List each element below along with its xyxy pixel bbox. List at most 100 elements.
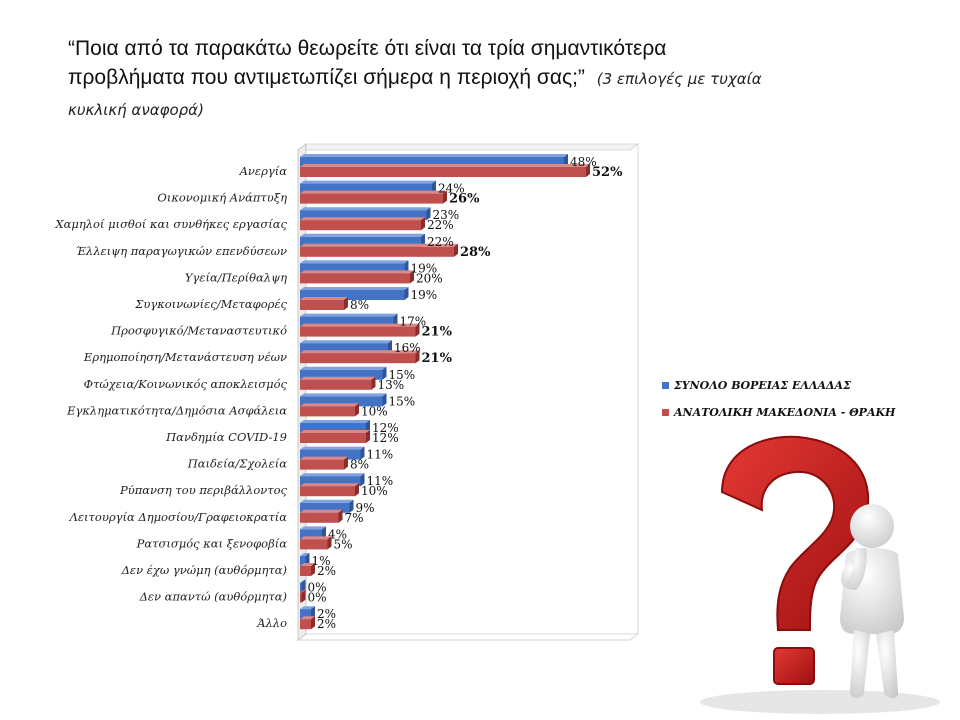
data-label-series-2: 8%: [350, 458, 369, 472]
bar-side-face: [393, 313, 398, 327]
bar-series-2: [300, 483, 359, 497]
bar-series-2: [300, 430, 370, 443]
data-label-series-1: 17%: [400, 315, 427, 329]
bar-series-1: [300, 393, 387, 407]
bar-side-face: [338, 509, 343, 523]
category-label: Οικονομική Ανάπτυξη: [157, 191, 287, 205]
bar-top-face: [300, 446, 365, 450]
bar-series-1: [300, 526, 326, 540]
bar-top-face: [300, 297, 348, 300]
bar-side-face: [410, 270, 414, 284]
bar-top-face: [300, 366, 387, 370]
bar-side-face: [426, 207, 431, 221]
data-label-series-2: 0%: [308, 591, 327, 605]
bar-side-face: [382, 366, 387, 380]
bar-top-face: [300, 207, 431, 211]
bar-side-face: [421, 233, 425, 247]
bar-side-face: [301, 589, 306, 603]
data-label-series-1: 9%: [356, 501, 375, 515]
bar-front-face: [300, 449, 361, 460]
bar-top-face: [300, 154, 568, 157]
bar-series-2: [300, 243, 458, 257]
category-label: Λειτουργία Δημοσίου/Γραφειοκρατία: [69, 510, 288, 524]
bar-series-2: [300, 509, 343, 523]
question-mark-person-illustration: [700, 435, 940, 714]
bar-front-face: [300, 316, 394, 327]
bar-side-face: [305, 553, 310, 566]
category-label: Υγεία/Περίθαλψη: [185, 270, 287, 284]
bar-series-1: [300, 207, 431, 221]
category-label: Άλλο: [256, 616, 287, 630]
bar-front-face: [300, 193, 443, 204]
bar-front-face: [300, 379, 372, 390]
bar-series-2: [300, 270, 414, 284]
bar-front-face: [300, 263, 405, 274]
bar-front-face: [300, 396, 383, 407]
data-label-series-1: 23%: [433, 208, 460, 222]
data-label-series-1: 11%: [367, 474, 394, 488]
bar-front-face: [300, 619, 311, 630]
category-label: Ρύπανση του περιβάλλοντος: [119, 483, 288, 497]
chart-title-block: “Ποια από τα παρακάτω θεωρείτε ότι είναι…: [68, 34, 768, 125]
data-label-series-1: 22%: [427, 235, 454, 249]
bar-side-face: [349, 499, 354, 513]
bar-series-2: [300, 297, 348, 310]
data-label-series-1: 15%: [389, 368, 416, 382]
bar-side-face: [311, 616, 315, 630]
bar-series-2: [300, 616, 315, 630]
data-label-series-2: 8%: [350, 298, 369, 312]
bar-front-face: [300, 582, 302, 593]
data-label-series-2: 13%: [378, 378, 405, 392]
bar-side-face: [366, 420, 370, 433]
data-label-series-2: 28%: [460, 245, 491, 260]
data-label-series-1: 48%: [570, 155, 597, 169]
bar-side-face: [360, 473, 365, 487]
bar-top-face: [300, 217, 425, 221]
bar-series-1: [300, 606, 315, 620]
bar-side-face: [344, 456, 348, 470]
person-head: [850, 504, 894, 548]
bar-side-face: [301, 579, 306, 593]
bar-front-face: [300, 592, 302, 603]
bar-front-face: [300, 556, 306, 566]
data-label-series-2: 5%: [334, 537, 353, 551]
bar-front-face: [300, 502, 350, 513]
bar-front-face: [300, 459, 344, 470]
bar-series-1: [300, 420, 370, 433]
bar-top-face: [300, 260, 409, 264]
bar-series-2: [300, 190, 447, 204]
bar-side-face: [371, 376, 376, 390]
bar-top-face: [300, 526, 326, 530]
bar-front-face: [300, 183, 432, 194]
legend-item-series-1: ΣΥΝΟΛΟ ΒΟΡΕΙΑΣ ΕΛΛΑΔΑΣ: [662, 372, 895, 399]
bar-front-face: [300, 566, 311, 576]
bar-front-face: [300, 300, 344, 310]
legend-item-series-2: ΑΝΑΤΟΛΙΚΗ ΜΑΚΕΔΟΝΙΑ - ΘΡΑΚΗ: [662, 399, 895, 426]
bar-top-face: [300, 340, 392, 344]
category-label: Δεν απαντώ (αυθόρμητα): [139, 590, 287, 604]
bar-side-face: [415, 350, 420, 364]
bar-top-face: [300, 473, 365, 477]
data-label-series-2: 10%: [361, 484, 388, 498]
data-label-series-1: 19%: [411, 261, 438, 275]
bar-top-face: [300, 393, 387, 397]
bar-top-face: [300, 589, 306, 593]
bar-series-1: [300, 473, 365, 487]
bar-top-face: [300, 430, 370, 433]
data-label-series-1: 0%: [308, 581, 327, 595]
bar-series-1: [300, 579, 306, 593]
data-label-series-1: 24%: [438, 182, 465, 196]
bar-series-2: [300, 563, 315, 576]
data-label-series-2: 26%: [449, 192, 480, 207]
bar-series-2: [300, 217, 425, 231]
category-label: Εγκληματικότητα/Δημόσια Ασφάλεια: [66, 403, 287, 417]
bar-front-face: [300, 486, 355, 497]
bar-side-face: [415, 323, 420, 337]
chart-subtitle: (3 επιλογές με τυχαία κυκλική αναφορά): [68, 70, 762, 119]
bar-top-face: [300, 509, 343, 513]
bar-front-face: [300, 609, 311, 620]
data-label-series-1: 1%: [312, 554, 331, 568]
data-label-series-1: 2%: [317, 607, 336, 621]
bar-series-1: [300, 260, 409, 274]
bar-side-face: [355, 483, 359, 497]
